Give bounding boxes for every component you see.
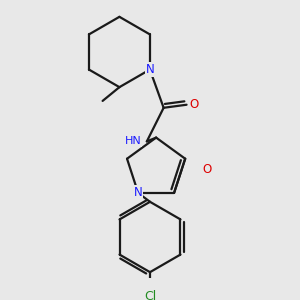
- Text: O: O: [202, 163, 212, 176]
- Text: O: O: [190, 98, 199, 111]
- Text: N: N: [134, 186, 142, 200]
- Text: N: N: [146, 63, 154, 76]
- Text: Cl: Cl: [144, 290, 156, 300]
- Text: HN: HN: [125, 136, 141, 146]
